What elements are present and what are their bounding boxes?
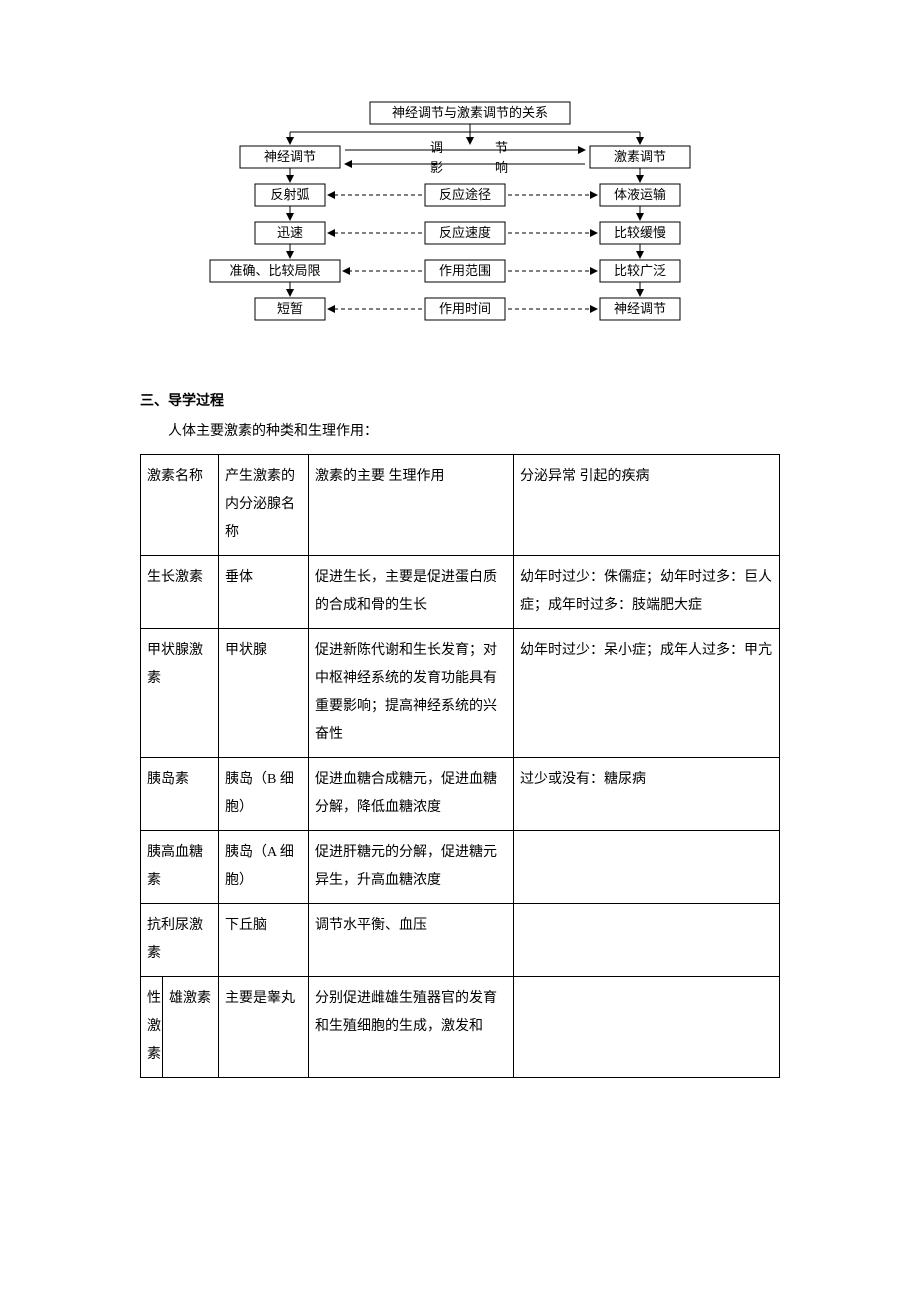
flowchart: 神经调节与激素调节的关系 神经调节 激素调节 调 节 影 响 反射弧 反应途径 体液… <box>200 100 720 360</box>
table-row: 胰岛素胰岛（B 细胞）促进血糖合成糖元，促进血糖分解，降低血糖浓度过少或没有：糖… <box>141 758 780 831</box>
flow-mid-2: 作用范围 <box>439 263 491 278</box>
flow-mid-top-a: 调 <box>430 140 443 155</box>
flow-left-2: 准确、比较局限 <box>229 263 320 278</box>
flow-right-3: 神经调节 <box>614 301 666 316</box>
cell-gland: 下丘脑 <box>219 904 309 977</box>
flow-mid-bot-b: 响 <box>495 160 508 175</box>
cell-gland: 甲状腺 <box>219 629 309 758</box>
flow-right-0: 体液运输 <box>614 187 666 202</box>
th-func: 激素的主要 生理作用 <box>309 455 514 556</box>
cell-func: 促进血糖合成糖元，促进血糖分解，降低血糖浓度 <box>309 758 514 831</box>
cell-gland: 垂体 <box>219 556 309 629</box>
flow-left-header: 神经调节 <box>264 149 316 164</box>
flow-right-2: 比较广泛 <box>614 263 666 278</box>
cell-func: 促进新陈代谢和生长发育；对中枢神经系统的发育功能具有重要影响；提高神经系统的兴奋… <box>309 629 514 758</box>
cell-name: 胰高血糖素 <box>141 831 219 904</box>
cell-name: 胰岛素 <box>141 758 219 831</box>
flow-right-header: 激素调节 <box>614 149 666 164</box>
flow-mid-top-b: 节 <box>495 140 508 155</box>
cell-disease: 过少或没有：糖尿病 <box>514 758 780 831</box>
flow-mid-1: 反应速度 <box>439 225 491 240</box>
cell-disease: 幼年时过少：侏儒症；幼年时过多：巨人症；成年时过多：肢端肥大症 <box>514 556 780 629</box>
cell-func: 促进生长，主要是促进蛋白质的合成和骨的生长 <box>309 556 514 629</box>
cell-gland: 胰岛（A 细胞） <box>219 831 309 904</box>
cell-name: 甲状腺激素 <box>141 629 219 758</box>
table-row: 胰高血糖素胰岛（A 细胞）促进肝糖元的分解，促进糖元异生，升高血糖浓度 <box>141 831 780 904</box>
cell-disease: 幼年时过少：呆小症；成年人过多：甲亢 <box>514 629 780 758</box>
flow-title: 神经调节与激素调节的关系 <box>392 105 548 120</box>
cell-gland: 胰岛（B 细胞） <box>219 758 309 831</box>
cell-sex-group: 性激素 <box>141 977 163 1078</box>
th-disease: 分泌异常 引起的疾病 <box>514 455 780 556</box>
hormone-table: 激素名称 产生激素的内分泌腺名称 激素的主要 生理作用 分泌异常 引起的疾病 生… <box>140 454 780 1078</box>
cell-name: 抗利尿激素 <box>141 904 219 977</box>
flow-mid-0: 反应途径 <box>439 187 491 202</box>
table-row: 抗利尿激素下丘脑调节水平衡、血压 <box>141 904 780 977</box>
table-row-sex: 性激素雄激素主要是睾丸分别促进雌雄生殖器官的发育和生殖细胞的生成，激发和 <box>141 977 780 1078</box>
section-subtext: 人体主要激素的种类和生理作用： <box>140 420 780 440</box>
section-heading: 三、导学过程 <box>140 390 780 410</box>
cell-gland: 主要是睾丸 <box>219 977 309 1078</box>
cell-func: 促进肝糖元的分解，促进糖元异生，升高血糖浓度 <box>309 831 514 904</box>
flow-mid-3: 作用时间 <box>439 301 491 316</box>
cell-disease <box>514 977 780 1078</box>
table-row: 生长激素垂体促进生长，主要是促进蛋白质的合成和骨的生长幼年时过少：侏儒症；幼年时… <box>141 556 780 629</box>
cell-name: 生长激素 <box>141 556 219 629</box>
cell-sex-sub: 雄激素 <box>163 977 219 1078</box>
table-header-row: 激素名称 产生激素的内分泌腺名称 激素的主要 生理作用 分泌异常 引起的疾病 <box>141 455 780 556</box>
cell-disease <box>514 831 780 904</box>
flow-mid-bot-a: 影 <box>430 160 443 175</box>
cell-func: 分别促进雌雄生殖器官的发育和生殖细胞的生成，激发和 <box>309 977 514 1078</box>
cell-func: 调节水平衡、血压 <box>309 904 514 977</box>
flow-left-1: 迅速 <box>277 225 303 240</box>
flow-left-0: 反射弧 <box>270 187 309 202</box>
flow-left-3: 短暂 <box>277 301 303 316</box>
th-gland: 产生激素的内分泌腺名称 <box>219 455 309 556</box>
table-row: 甲状腺激素甲状腺促进新陈代谢和生长发育；对中枢神经系统的发育功能具有重要影响；提… <box>141 629 780 758</box>
flow-right-1: 比较缓慢 <box>614 225 666 240</box>
th-name: 激素名称 <box>141 455 219 556</box>
cell-disease <box>514 904 780 977</box>
